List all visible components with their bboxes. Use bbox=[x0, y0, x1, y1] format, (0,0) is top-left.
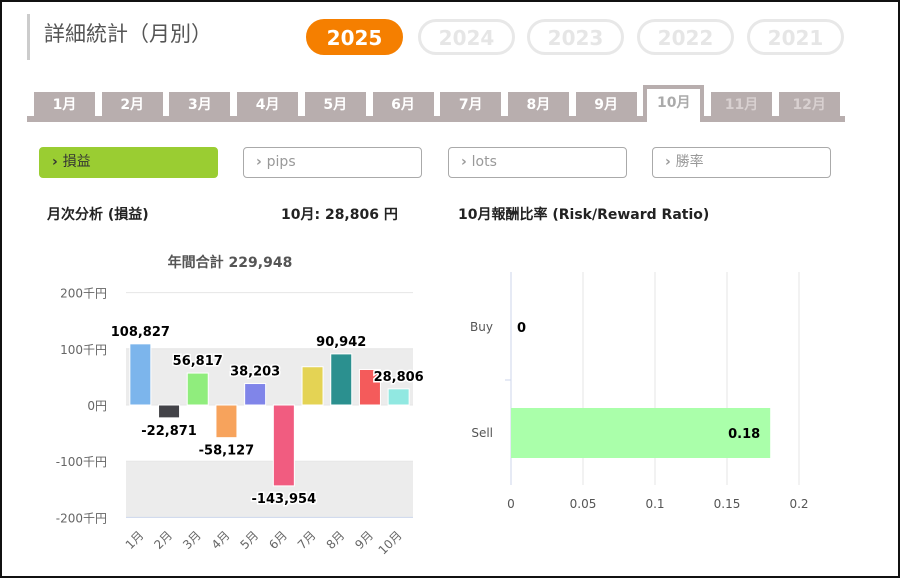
chevron-right-icon: › bbox=[52, 154, 63, 170]
risk-reward-heading: 10月報酬比率 (Risk/Reward Ratio) bbox=[458, 207, 710, 223]
page-title: 詳細統計（月別） bbox=[27, 14, 212, 60]
month-total: 10月: 28,806 円 bbox=[281, 207, 398, 223]
month-tab-9[interactable]: 9月 bbox=[575, 92, 637, 118]
bar-3月 bbox=[186, 372, 209, 406]
x-tick-label: 0 bbox=[507, 497, 515, 511]
x-tick-label: 0.2 bbox=[789, 497, 808, 511]
data-label: -143,954 bbox=[252, 492, 317, 507]
y-tick-label: 200千円 bbox=[60, 287, 107, 301]
risk-reward-chart: 0 0.05 0.1 0.15 0.2 Buy 0 Sell 0.18 bbox=[470, 272, 809, 511]
metric-button-2[interactable]: › lots bbox=[448, 147, 627, 178]
data-label: 90,942 bbox=[316, 335, 366, 350]
y-tick-label: -200千円 bbox=[56, 511, 107, 525]
metric-button-3[interactable]: › 勝率 bbox=[652, 147, 831, 178]
monthly-pl-chart: 200千円 100千円 0円 -100千円 -200千円 年間合計 229,948 108,… bbox=[56, 254, 425, 557]
x-tick-label: 9月 bbox=[352, 528, 376, 552]
month-tab-3[interactable]: 3月 bbox=[169, 92, 231, 118]
y-tick-label: 0円 bbox=[87, 399, 107, 413]
chevron-right-icon: › bbox=[256, 154, 267, 170]
year-tab-2025[interactable]: 2025 bbox=[306, 19, 403, 55]
month-tab-11[interactable]: 11月 bbox=[711, 92, 772, 118]
month-tab-5[interactable]: 5月 bbox=[304, 92, 366, 118]
x-tick-label: 7月 bbox=[295, 528, 319, 552]
month-tab-1[interactable]: 1月 bbox=[34, 92, 95, 118]
month-tab-7[interactable]: 7月 bbox=[440, 92, 502, 118]
bar-6月 bbox=[272, 404, 295, 487]
bar-1月 bbox=[129, 343, 152, 406]
year-tab-2022[interactable]: 2022 bbox=[637, 19, 734, 55]
month-tab-2[interactable]: 2月 bbox=[101, 92, 163, 118]
chevron-right-icon: › bbox=[665, 154, 676, 170]
month-tab-bar bbox=[27, 116, 845, 122]
bar-10月 bbox=[387, 388, 410, 406]
bar-Sell bbox=[511, 408, 771, 458]
metric-button-label: lots bbox=[471, 154, 497, 170]
data-label: -22,871 bbox=[141, 424, 197, 439]
bar-2月 bbox=[158, 404, 181, 419]
data-label: 108,827 bbox=[111, 325, 170, 340]
data-label: 0 bbox=[517, 321, 526, 336]
data-label: 0.18 bbox=[728, 427, 760, 442]
month-tab-6[interactable]: 6月 bbox=[372, 92, 434, 118]
month-tab-8[interactable]: 8月 bbox=[507, 92, 569, 118]
x-tick-label: 4月 bbox=[209, 528, 233, 552]
x-tick-label: 1月 bbox=[123, 528, 147, 552]
plot-band bbox=[126, 461, 413, 518]
x-tick-label: 8月 bbox=[324, 528, 348, 552]
month-tab-12[interactable]: 12月 bbox=[778, 92, 840, 118]
x-tick-label: 5月 bbox=[237, 528, 261, 552]
year-tab-2023[interactable]: 2023 bbox=[527, 19, 624, 55]
chevron-right-icon: › bbox=[461, 154, 472, 170]
data-label: 56,817 bbox=[173, 354, 223, 369]
metric-button-label: 損益 bbox=[62, 154, 91, 170]
x-tick-label: 6月 bbox=[266, 528, 290, 552]
x-tick-label: 0.1 bbox=[645, 497, 664, 511]
bar-8月 bbox=[330, 353, 353, 406]
year-tab-2021[interactable]: 2021 bbox=[747, 19, 844, 55]
y-category-label: Buy bbox=[470, 320, 493, 334]
chart-title: 年間合計 229,948 bbox=[168, 254, 293, 271]
year-tab-2024[interactable]: 2024 bbox=[418, 19, 515, 55]
y-tick-label: -100千円 bbox=[56, 455, 107, 469]
y-category-label: Sell bbox=[471, 426, 493, 440]
bar-7月 bbox=[301, 366, 324, 406]
metric-button-label: pips bbox=[266, 154, 296, 170]
bar-4月 bbox=[215, 404, 238, 439]
data-label: 28,806 bbox=[374, 370, 424, 385]
y-tick-label: 100千円 bbox=[60, 343, 107, 357]
x-tick-label: 0.05 bbox=[570, 497, 597, 511]
x-tick-label: 2月 bbox=[151, 528, 175, 552]
metric-button-1[interactable]: › pips bbox=[243, 147, 422, 178]
data-label: -58,127 bbox=[199, 444, 255, 459]
data-label: 38,203 bbox=[230, 365, 280, 380]
x-tick-label: 0.15 bbox=[714, 497, 741, 511]
bar-9月 bbox=[358, 368, 381, 406]
monthly-analysis-heading: 月次分析 (損益) bbox=[47, 207, 149, 223]
metric-button-0[interactable]: › 損益 bbox=[39, 147, 218, 178]
month-tab-10[interactable]: 10月 bbox=[643, 85, 705, 122]
month-tab-4[interactable]: 4月 bbox=[237, 92, 299, 118]
x-tick-label: 3月 bbox=[180, 528, 204, 552]
metric-button-label: 勝率 bbox=[675, 154, 704, 170]
x-tick-label: 10月 bbox=[376, 528, 405, 557]
bar-5月 bbox=[244, 383, 267, 406]
